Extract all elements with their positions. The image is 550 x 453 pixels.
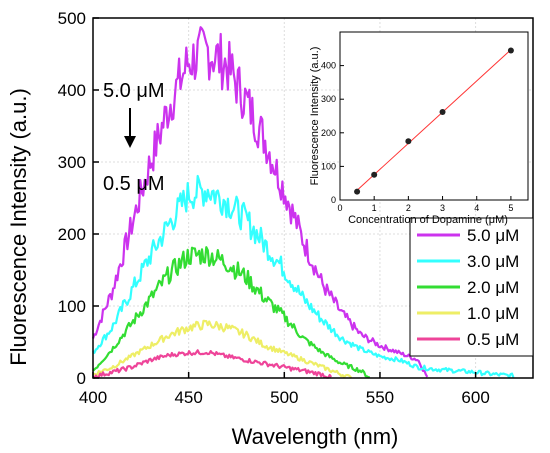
inset-x-axis-label: Concentration of Dopamine (μM) [348, 214, 508, 226]
inset-frame [339, 31, 529, 201]
y-axis-label: Fluorescence Intensity (a.u.) [6, 88, 31, 366]
inset-x-tick-label: 1 [372, 203, 377, 213]
inset-data-point [507, 47, 514, 54]
annotation-bottom: 0.5 μM [103, 173, 165, 195]
inset-y-tick-label: 0 [331, 195, 336, 205]
series-line [92, 246, 371, 379]
inset-x-tick-label: 3 [440, 203, 445, 213]
y-tick-label: 0 [77, 369, 86, 388]
inset-y-tick-label: 400 [321, 61, 336, 71]
inset-y-tick-label: 100 [321, 161, 336, 171]
inset-fit-line [356, 49, 512, 191]
inset-y-tick-label: 300 [321, 94, 336, 104]
inset-x-tick-label: 2 [406, 203, 411, 213]
legend: 5.0 μM 3.0 μM 2.0 μM 1.0 μM 0.5 μM [409, 217, 534, 357]
inset-y-tick-label: 200 [321, 128, 336, 138]
inset-x-tick-label: 5 [508, 203, 513, 213]
x-tick-label: 450 [174, 388, 202, 407]
inset-chart: 0 1 2 3 4 5 0 100 200 300 400 Concentration of Dopa… [309, 31, 529, 226]
inset-x-tick-label: 0 [337, 203, 342, 213]
series-line [92, 319, 353, 379]
inset-data-point [371, 171, 378, 178]
y-tick-label: 300 [58, 153, 86, 172]
x-axis-label: Wavelength (nm) [232, 424, 399, 449]
legend-label: 3.0 μM [467, 252, 519, 271]
legend-label: 0.5 μM [467, 330, 519, 349]
y-tick-label: 400 [58, 81, 86, 100]
annotation-top: 5.0 μM [103, 80, 165, 102]
x-tick-label: 400 [79, 388, 107, 407]
inset-data-point [354, 188, 361, 195]
decrease-arrow [124, 108, 136, 148]
series-line [92, 349, 333, 379]
x-tick-label: 500 [270, 388, 298, 407]
x-tick-label: 550 [366, 388, 394, 407]
inset-data-point [405, 138, 412, 145]
inset-data-point [439, 108, 446, 115]
y-tick-label: 200 [58, 225, 86, 244]
series-line [92, 174, 515, 379]
inset-y-axis-label: Fluorescence Intensity (a.u.) [309, 47, 321, 186]
y-tick-label: 500 [58, 9, 86, 28]
main-series [91, 26, 515, 379]
x-tick-label: 600 [461, 388, 489, 407]
main-plot-frame [92, 17, 534, 379]
legend-label: 5.0 μM [467, 226, 519, 245]
inset-x-tick-label: 4 [474, 203, 479, 213]
legend-label: 1.0 μM [467, 304, 519, 323]
y-tick-label: 100 [58, 297, 86, 316]
series-line [91, 26, 429, 378]
legend-label: 2.0 μM [467, 278, 519, 297]
